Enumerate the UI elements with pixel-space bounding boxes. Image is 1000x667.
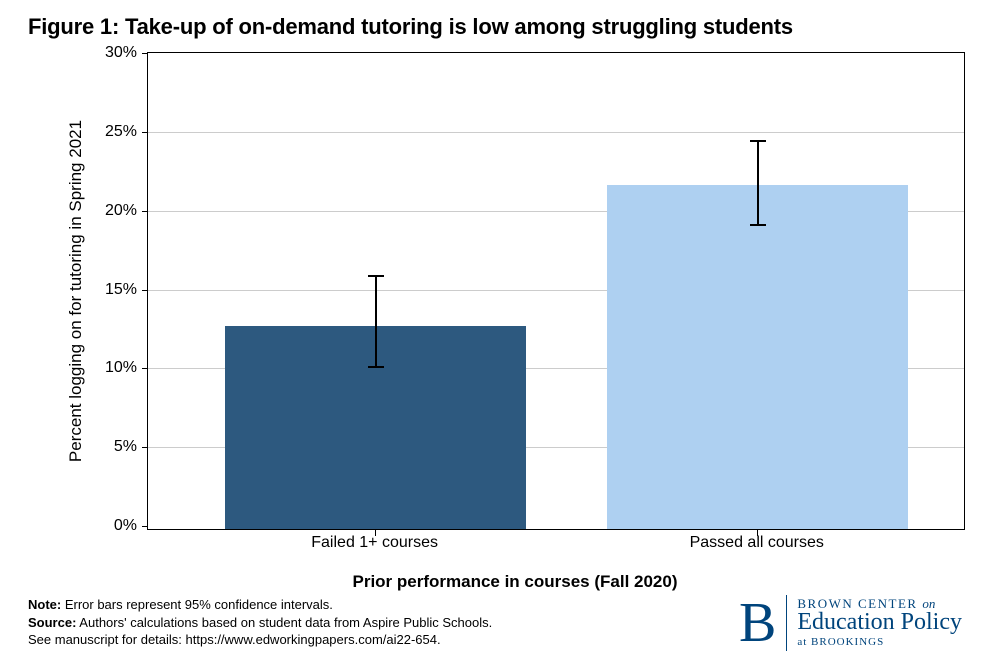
x-tick-label: Passed all courses bbox=[690, 534, 824, 552]
y-tick-mark bbox=[142, 368, 148, 369]
y-tick-mark bbox=[142, 132, 148, 133]
y-tick-label: 20% bbox=[105, 202, 137, 220]
figure-footer: Note: Error bars represent 95% confidenc… bbox=[28, 596, 972, 649]
logo-letter: B bbox=[739, 595, 787, 651]
y-tick-label: 25% bbox=[105, 123, 137, 141]
plot-region bbox=[147, 52, 965, 530]
logo-line1: BROWN CENTER on bbox=[797, 597, 962, 611]
brookings-logo: B BROWN CENTER on Education Policy at BR… bbox=[739, 595, 962, 651]
gridline bbox=[148, 132, 964, 133]
y-tick-label: 10% bbox=[105, 359, 137, 377]
y-tick-label: 5% bbox=[114, 438, 137, 456]
y-tick-mark bbox=[142, 290, 148, 291]
source-label: Source: bbox=[28, 615, 76, 630]
y-tick-mark bbox=[142, 53, 148, 54]
figure-container: Figure 1: Take-up of on-demand tutoring … bbox=[0, 0, 1000, 667]
logo-line3: at BROOKINGS bbox=[797, 637, 962, 649]
note-label: Note: bbox=[28, 597, 61, 612]
y-axis-ticks: 0%5%10%15%20%25%30% bbox=[87, 52, 147, 530]
x-tick-label: Failed 1+ courses bbox=[311, 534, 438, 552]
y-axis-label-container: Percent logging on for tutoring in Sprin… bbox=[65, 52, 87, 530]
y-tick-mark bbox=[142, 447, 148, 448]
y-tick-mark bbox=[142, 211, 148, 212]
bar bbox=[607, 185, 908, 529]
y-tick-label: 30% bbox=[105, 44, 137, 62]
y-tick-label: 0% bbox=[114, 517, 137, 535]
chart-area: Percent logging on for tutoring in Sprin… bbox=[65, 52, 965, 530]
figure-title: Figure 1: Take-up of on-demand tutoring … bbox=[28, 14, 793, 40]
logo-line2: Education Policy bbox=[797, 610, 962, 635]
source-text: Authors' calculations based on student d… bbox=[76, 615, 492, 630]
y-axis-label: Percent logging on for tutoring in Sprin… bbox=[66, 120, 86, 462]
y-tick-label: 15% bbox=[105, 281, 137, 299]
logo-text-stack: BROWN CENTER on Education Policy at BROO… bbox=[797, 597, 962, 651]
x-axis-label: Prior performance in courses (Fall 2020) bbox=[65, 572, 965, 592]
y-tick-mark bbox=[142, 526, 148, 527]
note-text: Error bars represent 95% confidence inte… bbox=[61, 597, 333, 612]
